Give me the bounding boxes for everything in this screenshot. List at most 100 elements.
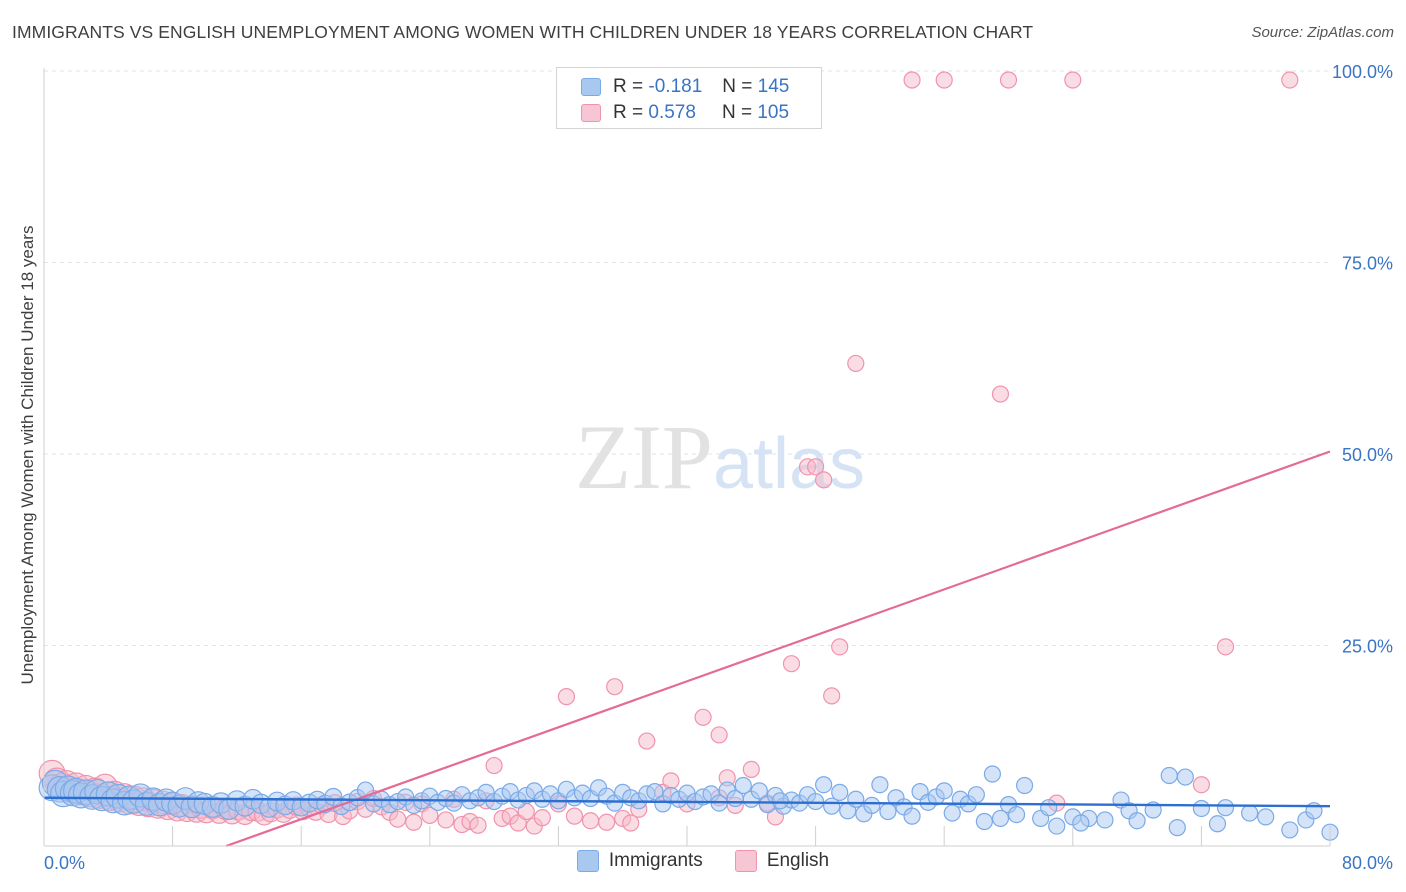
- legend-n-value: 145: [757, 76, 790, 97]
- immigrants-point: [1096, 811, 1114, 829]
- immigrants-point: [1241, 804, 1259, 822]
- y-tick-label: 75.0%: [1342, 254, 1393, 274]
- source-label: Source: ZipAtlas.com: [1251, 24, 1394, 41]
- legend-n-value: 105: [757, 102, 790, 123]
- immigrants-point: [1048, 817, 1066, 835]
- immigrants-point: [1072, 814, 1090, 832]
- immigrants-point: [1168, 819, 1186, 837]
- english-point: [638, 732, 656, 750]
- immigrants-point: [1176, 768, 1194, 786]
- english-point: [1192, 776, 1211, 794]
- english-legend-label: English: [766, 850, 830, 871]
- y-axis-label: Unemployment Among Women with Children U…: [18, 225, 37, 685]
- legend-item-english[interactable]: English: [734, 850, 830, 872]
- x-tick-label: 80.0%: [1342, 853, 1393, 873]
- immigrants-point: [967, 786, 985, 804]
- english-point: [662, 772, 680, 790]
- immigrants-point: [863, 796, 881, 815]
- correlation-legend: R = -0.181 N = 145 R = 0.578 N = 105: [556, 67, 822, 129]
- legend-r-value: -0.181: [648, 76, 703, 97]
- english-point: [606, 678, 624, 696]
- english-point: [533, 809, 551, 827]
- y-tick-label: 50.0%: [1342, 445, 1393, 465]
- y-tick-label: 25.0%: [1342, 637, 1393, 657]
- english-point: [437, 811, 455, 829]
- immigrants-point: [943, 804, 961, 822]
- immigrants-point: [975, 812, 993, 831]
- english-point: [847, 354, 865, 373]
- immigrants-trend-line: [43, 796, 1331, 808]
- immigrants-point: [771, 792, 789, 810]
- immigrants-point: [935, 782, 953, 800]
- immigrants-point: [831, 783, 849, 801]
- legend-n-label: N =: [721, 102, 753, 123]
- legend-row-immigrants: R = -0.181 N = 145: [581, 74, 789, 100]
- immigrants-point: [750, 782, 768, 800]
- english-point: [581, 812, 600, 830]
- x-tick-label: 0.0%: [44, 853, 85, 873]
- english-point: [782, 655, 801, 673]
- english-point: [1216, 638, 1235, 656]
- immigrants-point: [983, 765, 1002, 783]
- legend-item-immigrants[interactable]: Immigrants: [576, 850, 703, 872]
- english-point: [565, 807, 584, 825]
- immigrants-swatch: [581, 78, 601, 96]
- immigrants-point: [1281, 821, 1299, 839]
- english-point: [485, 756, 503, 775]
- immigrants-point: [991, 809, 1010, 828]
- legend-r-label: R =: [613, 102, 644, 123]
- immigrants-point: [1192, 799, 1211, 818]
- english-legend-swatch: [734, 850, 757, 872]
- english-point: [903, 71, 921, 89]
- immigrants-point: [1040, 799, 1058, 817]
- gridlines: [44, 70, 1330, 646]
- english-swatch: [581, 104, 601, 122]
- english-point: [710, 726, 728, 744]
- legend-r-label: R =: [613, 76, 644, 97]
- english-point: [991, 385, 1010, 403]
- immigrants-point: [903, 807, 921, 825]
- english-point: [831, 638, 849, 656]
- english-point: [421, 806, 439, 824]
- watermark-atlas: atlas: [713, 424, 865, 504]
- immigrants-point: [1007, 805, 1026, 824]
- english-point: [557, 688, 576, 706]
- immigrants-point: [1208, 815, 1227, 833]
- immigrants-point: [1128, 812, 1146, 830]
- immigrants-legend-label: Immigrants: [608, 850, 703, 871]
- english-point: [815, 471, 833, 489]
- english-point: [999, 71, 1018, 89]
- axes: 25.0% 50.0% 75.0% 100.0% 0.0% 80.0%: [43, 62, 1393, 873]
- immigrants-point: [815, 776, 833, 794]
- english-trend-line: [225, 450, 1331, 848]
- watermark: ZIPatlas: [575, 406, 865, 508]
- immigrants-point: [1160, 766, 1178, 785]
- english-point: [935, 71, 953, 89]
- english-point: [1064, 71, 1082, 89]
- trend-lines: [43, 450, 1331, 848]
- immigrants-point: [646, 783, 664, 801]
- legend-r-value: 0.578: [648, 102, 696, 123]
- immigrants-point: [847, 790, 865, 808]
- series-legend: Immigrants English: [0, 850, 1406, 872]
- chart-title: IMMIGRANTS VS ENGLISH UNEMPLOYMENT AMONG…: [12, 22, 1034, 42]
- legend-n-label: N =: [722, 76, 753, 97]
- immigrants-point: [1216, 799, 1235, 817]
- english-point: [389, 810, 407, 828]
- english-point: [694, 708, 712, 726]
- immigrants-point: [734, 776, 752, 795]
- immigrants-point: [1015, 776, 1034, 795]
- english-point: [742, 760, 760, 779]
- english-point: [598, 813, 616, 831]
- english-point: [1281, 71, 1299, 89]
- legend-row-english: R = 0.578 N = 105: [581, 100, 789, 126]
- immigrants-point: [871, 776, 889, 794]
- english-point: [469, 816, 487, 834]
- english-point: [806, 458, 825, 476]
- y-tick-label: 100.0%: [1332, 62, 1393, 82]
- english-point: [823, 687, 841, 705]
- english-point: [405, 813, 423, 831]
- immigrants-point: [1257, 808, 1275, 826]
- immigrants-legend-swatch: [576, 850, 599, 872]
